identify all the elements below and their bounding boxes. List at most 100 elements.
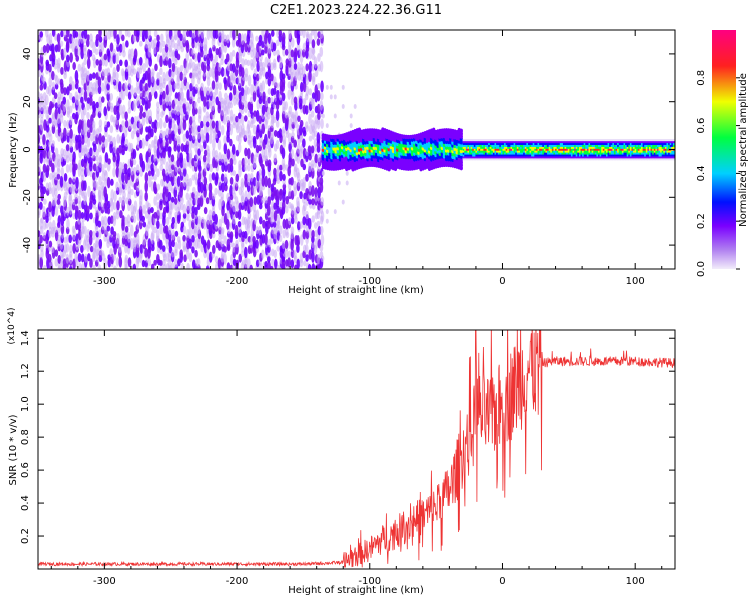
heatmap-cell (106, 48, 111, 57)
heatmap-cell (240, 190, 245, 202)
heatmap-cell (86, 148, 91, 159)
heatmap-cell (94, 48, 99, 56)
heatmap-cell (518, 146, 521, 149)
heatmap-cell (570, 156, 574, 159)
heatmap-cell (598, 142, 601, 146)
heatmap-cell (633, 140, 636, 144)
heatmap-cell (599, 148, 602, 151)
heatmap-cell (585, 144, 588, 147)
heatmap-cell (488, 142, 491, 146)
heatmap-cell (481, 156, 484, 159)
heatmap-cell (575, 146, 578, 149)
heatmap-cell (293, 249, 297, 260)
heatmap-cell (545, 144, 548, 147)
heatmap-cell (258, 173, 263, 182)
heatmap-cell (302, 98, 307, 106)
heatmap-cell (562, 148, 566, 151)
heatmap-cell (548, 158, 551, 161)
heatmap-cell (636, 138, 639, 142)
heatmap-cell (56, 33, 61, 44)
heatmap-cell (599, 142, 602, 146)
heatmap-cell (142, 204, 146, 215)
heatmap-cell (586, 156, 590, 159)
heatmap-cell (39, 116, 44, 124)
heatmap-cell (483, 156, 486, 159)
heatmap-cell (133, 115, 138, 124)
heatmap-cell (508, 156, 512, 159)
heatmap-cell (558, 142, 561, 146)
heatmap-cell (98, 59, 103, 67)
heatmap-cell (502, 138, 505, 142)
heatmap-cell (92, 100, 96, 112)
heatmap-cell (179, 33, 183, 42)
heatmap-cell (631, 154, 634, 157)
heatmap-cell (214, 53, 218, 64)
heatmap-cell (566, 146, 569, 149)
heatmap-cell (543, 146, 547, 149)
heatmap-cell (516, 158, 520, 161)
heatmap-cell (203, 37, 208, 49)
heatmap-cell (89, 212, 93, 220)
heatmap-cell (299, 191, 303, 200)
heatmap-cell (151, 68, 155, 77)
heatmap-cell (548, 140, 551, 144)
heatmap-cell (95, 101, 100, 109)
heatmap-cell (80, 244, 84, 253)
heatmap-cell (130, 130, 135, 140)
heatmap-cell (100, 54, 105, 62)
heatmap-cell (516, 140, 520, 144)
heatmap-cell (54, 258, 59, 267)
heatmap-cell (521, 140, 524, 144)
heatmap-cell (118, 161, 123, 174)
heatmap-cell (66, 30, 70, 38)
heatmap-cell (508, 138, 512, 142)
heatmap-cell (570, 158, 574, 161)
heatmap-cell (505, 138, 508, 142)
heatmap-cell (551, 144, 555, 147)
heatmap-cell (532, 154, 535, 157)
heatmap-cell (308, 70, 312, 83)
heatmap-cell (237, 143, 242, 154)
heatmap-cell (561, 152, 564, 155)
heatmap-cell (218, 218, 222, 231)
heatmap-cell (484, 140, 488, 144)
heatmap-cell (629, 140, 633, 144)
heatmap-cell (244, 106, 248, 113)
heatmap-cell (547, 142, 550, 146)
heatmap-cell (345, 170, 349, 176)
heatmap-cell (512, 142, 515, 146)
heatmap-cell (91, 54, 96, 62)
heatmap-cell (575, 158, 578, 161)
heatmap-cell (223, 151, 228, 163)
heatmap-cell (535, 150, 539, 153)
heatmap-cell (499, 144, 502, 147)
heatmap-cell (623, 154, 626, 157)
heatmap-cell (182, 30, 187, 40)
heatmap-cell (472, 142, 475, 146)
heatmap-cell (486, 146, 489, 149)
heatmap-cell (626, 150, 629, 153)
heatmap-cell (173, 258, 178, 268)
heatmap-cell (512, 150, 515, 153)
heatmap-cell (578, 150, 582, 153)
heatmap-cell (333, 113, 337, 119)
heatmap-cell (470, 146, 473, 149)
heatmap-cell (578, 148, 582, 151)
heatmap-cell (297, 115, 301, 122)
heatmap-cell (276, 214, 281, 227)
heatmap-cell (539, 142, 542, 146)
heatmap-cell (545, 146, 548, 149)
heatmap-cell (556, 140, 559, 144)
heatmap-cell (304, 243, 309, 254)
heatmap-cell (47, 149, 52, 159)
heatmap-cell (214, 159, 218, 169)
heatmap-cell (217, 177, 222, 187)
heatmap-cell (231, 144, 236, 155)
heatmap-cell (305, 187, 309, 196)
heatmap-cell (103, 186, 107, 199)
heatmap-cell (566, 138, 569, 142)
heatmap-cell (469, 154, 472, 157)
heatmap-cell (159, 67, 163, 76)
heatmap-cell (349, 113, 353, 119)
heatmap-cell (585, 138, 588, 142)
